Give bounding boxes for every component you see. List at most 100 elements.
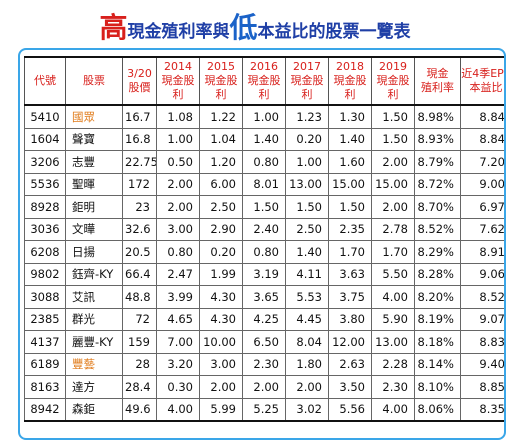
cell-code: 3206: [24, 150, 66, 174]
cell-pe: 8.91: [460, 240, 504, 264]
cell-name: 國眾: [65, 104, 123, 129]
cell-div-2014: 7.00: [156, 330, 200, 354]
table-row: 1604 聲寶 16.8 1.00 1.04 1.40 0.20 1.40 1.50 8.93% 8…: [24, 127, 504, 151]
cell-div-2014: 1.00: [156, 127, 200, 151]
cell-div-2019: 13.00: [371, 330, 415, 354]
cell-pe: 8.85: [460, 375, 504, 399]
cell-name: 達方: [65, 375, 123, 399]
cell-code: 9802: [24, 262, 66, 286]
cell-yield: 8.29%: [414, 240, 461, 264]
cell-price: 172: [122, 172, 157, 196]
cell-price: 28.4: [122, 375, 157, 399]
cell-div-2019: 15.00: [371, 172, 415, 196]
cell-div-2015: 0.20: [199, 240, 243, 264]
cell-div-2016: 3.65: [242, 285, 286, 309]
header-row: 代號 股票 3/20 股價 2014 現金股利 2015 現金股利 2016 現金股利 …: [24, 56, 504, 106]
table-row: 8942 森鉅 49.6 4.00 5.99 5.25 3.02 5.56 4.00 8.06% 8…: [24, 397, 504, 422]
table-row: 5410 國眾 16.7 1.08 1.22 1.00 1.23 1.30 1.50 8.98% 8…: [24, 104, 504, 129]
cell-div-2015: 6.00: [199, 172, 243, 196]
cell-price: 49.6: [122, 397, 157, 422]
cell-div-2017: 8.04: [285, 330, 329, 354]
cell-div-2017: 1.40: [285, 240, 329, 264]
cell-price: 66.4: [122, 262, 157, 286]
cell-price: 16.8: [122, 127, 157, 151]
cell-name: 文曄: [65, 217, 123, 241]
cell-div-2019: 1.70: [371, 240, 415, 264]
cell-div-2019: 5.90: [371, 307, 415, 331]
cell-name: 聖暉: [65, 172, 123, 196]
cell-div-2017: 5.53: [285, 285, 329, 309]
cell-div-2014: 2.00: [156, 172, 200, 196]
cell-pe: 7.20: [460, 150, 504, 174]
cell-div-2015: 5.99: [199, 397, 243, 422]
cell-pe: 7.62: [460, 217, 504, 241]
cell-div-2019: 5.50: [371, 262, 415, 286]
cell-div-2018: 2.35: [328, 217, 372, 241]
cell-code: 8928: [24, 195, 66, 219]
cell-code: 1604: [24, 127, 66, 151]
cell-div-2017: 1.23: [285, 104, 329, 129]
cell-div-2014: 4.65: [156, 307, 200, 331]
cell-div-2018: 1.30: [328, 104, 372, 129]
cell-price: 72: [122, 307, 157, 331]
cell-name: 鉅明: [65, 195, 123, 219]
cell-price: 16.7: [122, 104, 157, 129]
cell-div-2016: 1.40: [242, 127, 286, 151]
cell-name: 聲寶: [65, 127, 123, 151]
cell-div-2015: 4.30: [199, 285, 243, 309]
cell-price: 159: [122, 330, 157, 354]
cell-price: 23: [122, 195, 157, 219]
cell-yield: 8.14%: [414, 352, 461, 376]
cell-div-2016: 8.01: [242, 172, 286, 196]
cell-div-2018: 12.00: [328, 330, 372, 354]
cell-div-2014: 1.08: [156, 104, 200, 129]
cell-div-2015: 2.50: [199, 195, 243, 219]
cell-price: 32.6: [122, 217, 157, 241]
cell-div-2018: 3.50: [328, 375, 372, 399]
cell-pe: 8.35: [460, 397, 504, 422]
cell-div-2014: 3.20: [156, 352, 200, 376]
cell-name: 志豐: [65, 150, 123, 174]
cell-pe: 8.52: [460, 285, 504, 309]
cell-div-2018: 1.40: [328, 127, 372, 151]
cell-price: 48.8: [122, 285, 157, 309]
cell-name: 麗豐-KY: [65, 330, 123, 354]
cell-div-2015: 3.00: [199, 352, 243, 376]
cell-div-2018: 3.75: [328, 285, 372, 309]
title-part1: 現金殖利率與: [127, 22, 230, 42]
cell-div-2019: 2.78: [371, 217, 415, 241]
cell-div-2014: 3.99: [156, 285, 200, 309]
cell-div-2015: 2.90: [199, 217, 243, 241]
cell-div-2016: 2.40: [242, 217, 286, 241]
cell-code: 3088: [24, 285, 66, 309]
cell-div-2014: 0.50: [156, 150, 200, 174]
page-title: 高現金殖利率與低本益比的股票一覽表: [0, 6, 510, 44]
cell-yield: 8.28%: [414, 262, 461, 286]
table-row: 9802 鈺齊-KY 66.4 2.47 1.99 3.19 4.11 3.63 5.50 8.2…: [24, 262, 504, 286]
table-row: 3206 志豐 22.75 0.50 1.20 0.80 1.00 1.60 2.00 8.79%…: [24, 150, 504, 174]
stock-table: 代號 股票 3/20 股價 2014 現金股利 2015 現金股利 2016 現金股利 …: [24, 56, 504, 422]
header-2016: 2016 現金股利: [242, 56, 286, 106]
cell-name: 日揚: [65, 240, 123, 264]
cell-div-2015: 10.00: [199, 330, 243, 354]
cell-code: 8163: [24, 375, 66, 399]
cell-div-2018: 3.80: [328, 307, 372, 331]
header-2015: 2015 現金股利: [199, 56, 243, 106]
cell-code: 6189: [24, 352, 66, 376]
cell-yield: 8.06%: [414, 397, 461, 422]
cell-div-2017: 2.00: [285, 375, 329, 399]
cell-div-2017: 4.11: [285, 262, 329, 286]
cell-div-2016: 0.80: [242, 150, 286, 174]
table-row: 3036 文曄 32.6 3.00 2.90 2.40 2.50 2.35 2.78 8.52% 7…: [24, 217, 504, 241]
cell-div-2016: 3.19: [242, 262, 286, 286]
cell-div-2018: 1.50: [328, 195, 372, 219]
cell-yield: 8.70%: [414, 195, 461, 219]
cell-pe: 9.40: [460, 352, 504, 376]
cell-yield: 8.93%: [414, 127, 461, 151]
table-row: 2385 群光 72 4.65 4.30 4.25 4.45 3.80 5.90 8.19% 9.0…: [24, 307, 504, 331]
header-name: 股票: [65, 56, 123, 106]
title-part2: 本益比的股票一覽表: [257, 22, 411, 42]
cell-div-2018: 2.63: [328, 352, 372, 376]
cell-div-2019: 2.00: [371, 150, 415, 174]
cell-div-2018: 1.60: [328, 150, 372, 174]
